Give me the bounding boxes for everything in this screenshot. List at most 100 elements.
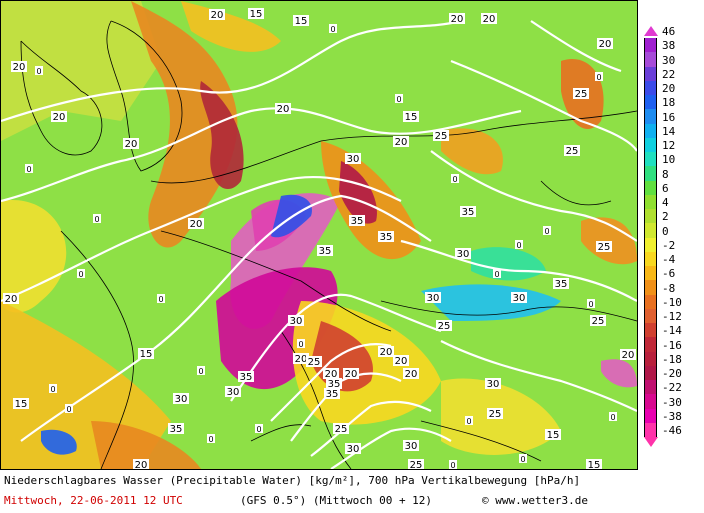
zero-label: 0	[25, 164, 33, 174]
isoline	[230, 293, 442, 402]
svg-text:15: 15	[547, 430, 560, 441]
legend-swatch	[644, 152, 657, 167]
isoline-label: 20	[620, 349, 636, 361]
isoline-label: 30	[485, 378, 501, 390]
isoline-label: 20	[343, 368, 359, 380]
legend-label: -12	[662, 310, 682, 323]
zero-label: 0	[49, 384, 57, 394]
svg-text:30: 30	[227, 387, 240, 398]
svg-text:20: 20	[483, 14, 496, 25]
zero-label: 0	[609, 412, 617, 422]
field-blob	[1, 200, 67, 313]
isoline-label: 35	[378, 231, 394, 243]
isoline	[270, 343, 392, 422]
svg-text:25: 25	[489, 409, 502, 420]
isoline-label: 30	[403, 440, 419, 452]
legend-swatch	[644, 422, 657, 437]
svg-text:20: 20	[190, 219, 203, 230]
legend-swatch	[644, 365, 657, 380]
coastline	[250, 424, 312, 442]
svg-text:25: 25	[335, 424, 348, 435]
svg-text:30: 30	[405, 441, 418, 452]
map-canvas: 15 20202020202015153035353530352520152525…	[1, 1, 637, 469]
isoline-label: 20	[293, 353, 309, 365]
field-blob	[91, 421, 201, 469]
zero-label: 0	[65, 404, 73, 414]
legend-label: 14	[662, 124, 676, 138]
svg-text:20: 20	[451, 14, 464, 25]
isoline-label: 35	[460, 206, 476, 218]
isoline	[20, 194, 432, 442]
svg-text:20: 20	[211, 10, 224, 21]
svg-text:15: 15	[588, 460, 601, 469]
svg-text:25: 25	[592, 316, 605, 327]
caption-date: Mittwoch, 22-06-2011 12 UTC	[4, 494, 183, 508]
legend-label: -20	[662, 367, 682, 380]
legend-swatch	[644, 38, 657, 53]
zero-label: 0	[157, 294, 165, 304]
svg-text:30: 30	[347, 444, 360, 455]
svg-text:30: 30	[175, 394, 188, 405]
zero-label: 0	[329, 24, 337, 34]
svg-text:0: 0	[466, 417, 471, 426]
legend-label: -18	[662, 352, 682, 366]
legend-label: 38	[662, 39, 676, 53]
isoline	[1, 19, 462, 123]
isoline-label: 35	[238, 371, 254, 383]
coastline	[20, 40, 103, 156]
legend-arrow-top	[644, 26, 658, 36]
isoline-label: 20	[403, 368, 419, 380]
legend-label: 2	[662, 210, 669, 224]
isoline-labels: 15 20202020202015153035353530352520152525…	[3, 8, 636, 469]
svg-text:35: 35	[170, 424, 183, 435]
isoline-label: 20	[323, 368, 339, 380]
svg-text:0: 0	[596, 73, 601, 82]
svg-text:20: 20	[395, 356, 408, 367]
map-caption: Niederschlagbares Wasser (Precipitable W…	[0, 471, 638, 513]
legend-label: -30	[662, 395, 682, 409]
copyright-link[interactable]: © www.wetter3.de	[482, 494, 588, 507]
isoline-label: 20	[3, 293, 19, 305]
legend-label: 30	[662, 53, 676, 67]
legend-label: 18	[662, 96, 676, 110]
legend-label: -6	[662, 267, 676, 281]
svg-text:0: 0	[330, 25, 335, 34]
svg-text:0: 0	[198, 367, 203, 376]
svg-text:0: 0	[610, 413, 615, 422]
caption-title: Niederschlagbares Wasser (Precipitable W…	[4, 474, 581, 487]
field-blob	[1, 1, 161, 141]
isoline-label: 20	[123, 138, 139, 150]
svg-text:15: 15	[140, 349, 153, 360]
svg-text:35: 35	[462, 207, 475, 218]
svg-text:25: 25	[410, 460, 423, 469]
svg-text:15: 15	[405, 112, 418, 123]
zero-label: 0	[493, 269, 501, 279]
zero-label: 0	[465, 416, 473, 426]
legend-swatch	[644, 308, 657, 323]
isoline-label: 30	[288, 315, 304, 327]
svg-text:20: 20	[622, 350, 635, 361]
isoline-label: 35	[168, 423, 184, 435]
svg-text:35: 35	[328, 379, 341, 390]
legend-label: 46	[662, 25, 676, 38]
isoline-label: 20	[188, 218, 204, 230]
svg-text:15: 15	[295, 16, 308, 27]
valid-time: Mittwoch, 22-06-2011 12 UTC	[4, 494, 183, 507]
svg-text:20: 20	[13, 62, 26, 73]
zero-label: 0	[587, 299, 595, 309]
legend-swatch	[644, 109, 657, 124]
isoline-label: 25	[573, 88, 589, 100]
isoline-label: 30	[173, 393, 189, 405]
isoline	[440, 340, 637, 412]
isoline-label: 35	[326, 378, 342, 390]
zero-label: 0	[515, 240, 523, 250]
svg-text:0: 0	[516, 241, 521, 250]
legend-label: -38	[662, 409, 682, 423]
zero-label: 0	[77, 269, 85, 279]
legend-swatch	[644, 280, 657, 295]
isoline-label: 15	[13, 398, 29, 410]
svg-text:20: 20	[125, 139, 138, 150]
zero-label: 0	[449, 460, 457, 469]
svg-text:0: 0	[452, 175, 457, 184]
isoline-label: 25	[436, 320, 452, 332]
